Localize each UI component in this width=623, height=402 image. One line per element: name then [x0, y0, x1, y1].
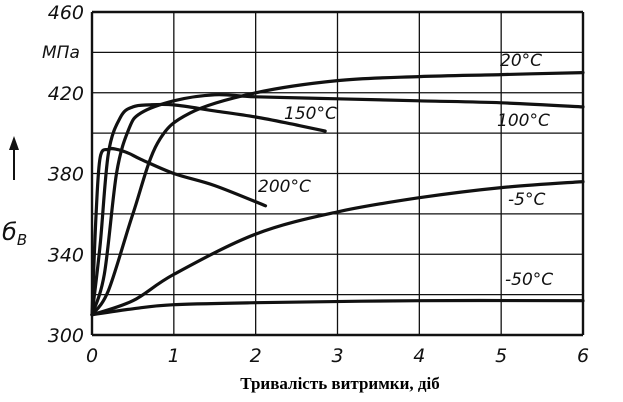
series-labels: 20°C 100°C 150°C 200°C -5°C -50°C: [258, 51, 553, 290]
series-label: 100°C: [497, 111, 550, 131]
y-axis-subscript: B: [17, 231, 27, 249]
y-axis-symbol: б: [2, 218, 17, 246]
series-line: [90, 146, 268, 317]
series-label: 150°C: [284, 104, 337, 124]
series-lines: [90, 71, 585, 317]
series-line: [90, 298, 585, 317]
x-tick-label: 6: [577, 345, 589, 367]
series-label: 200°C: [258, 177, 311, 197]
y-axis-arrowhead-icon: [9, 136, 19, 150]
x-axis-label: Тривалість витримки, діб: [240, 374, 439, 393]
series-line: [90, 93, 585, 317]
series-label: 20°C: [500, 51, 542, 71]
y-unit-label: МПа: [42, 43, 80, 63]
series-label: -5°C: [508, 190, 545, 210]
x-tick-label: 1: [168, 345, 180, 367]
tick-labels: 0 1 2 3 4 5 6 300 340 380 420 460: [48, 2, 589, 367]
series-line: [90, 180, 585, 317]
series-label: -50°C: [505, 270, 553, 290]
series-line: [90, 102, 327, 317]
y-tick-label: 380: [48, 164, 84, 186]
x-tick-label: 5: [495, 345, 507, 367]
svg-text:бB: бB: [2, 218, 27, 249]
x-tick-label: 0: [86, 345, 98, 367]
y-axis-label: бB: [2, 136, 27, 249]
y-tick-label: 300: [48, 325, 84, 347]
y-tick-label: 340: [48, 244, 84, 266]
y-tick-label: 460: [48, 2, 84, 24]
y-tick-label: 420: [48, 83, 84, 105]
x-tick-label: 3: [331, 345, 343, 367]
x-tick-label: 2: [250, 345, 262, 367]
x-tick-label: 4: [413, 345, 425, 367]
